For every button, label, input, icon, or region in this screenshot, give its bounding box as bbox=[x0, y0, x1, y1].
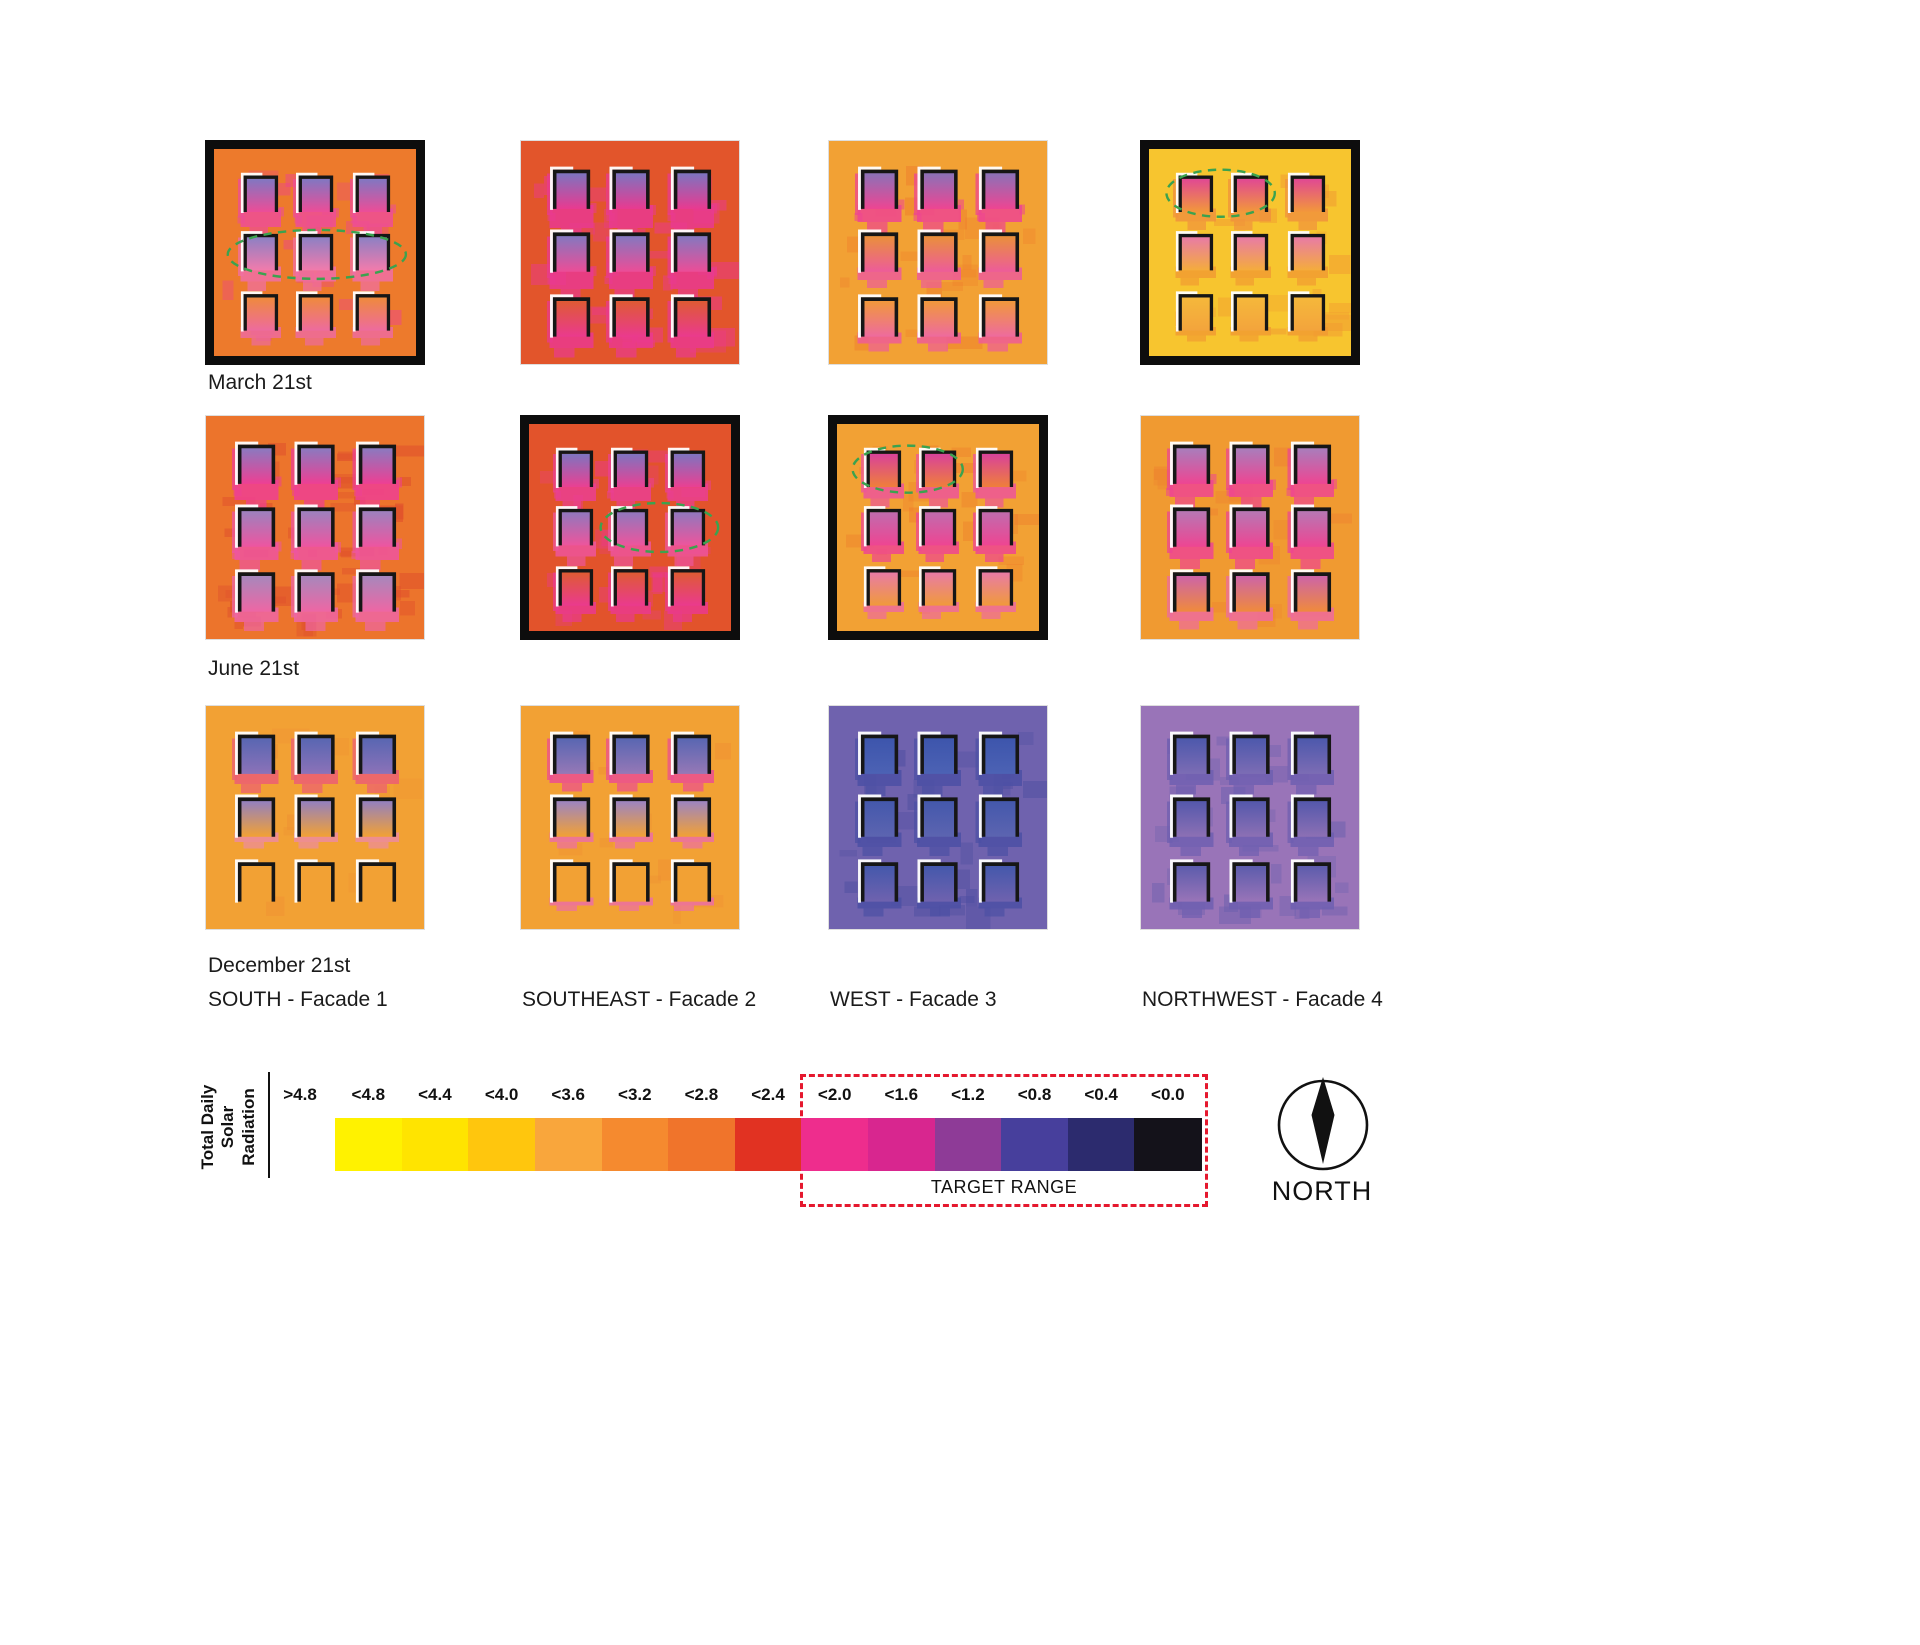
facade-panel-december-west bbox=[828, 705, 1048, 930]
facade-panel-june-southeast bbox=[520, 415, 740, 640]
row-label-june: June 21st bbox=[208, 657, 300, 680]
target-range-label: TARGET RANGE bbox=[930, 1177, 1078, 1197]
column-label-south: SOUTH - Facade 1 bbox=[208, 988, 388, 1011]
facade-panel-march-south bbox=[205, 140, 425, 365]
legend-tick-13: <0.0 bbox=[1151, 1085, 1185, 1104]
north-label: NORTH bbox=[1271, 1176, 1373, 1206]
facade-heatmap-june-west bbox=[837, 424, 1039, 631]
facade-heatmap-december-south bbox=[206, 706, 424, 929]
legend-tick-8: <2.0 bbox=[817, 1085, 852, 1104]
facade-heatmap-december-northwest bbox=[1141, 706, 1359, 929]
facade-heatmap-december-west bbox=[829, 706, 1047, 929]
facade-heatmap-december-southeast bbox=[521, 706, 739, 929]
facade-heatmap-march-northwest bbox=[1149, 149, 1351, 356]
row-label-december: December 21st bbox=[208, 954, 351, 977]
legend-tick-3: <4.0 bbox=[484, 1085, 519, 1104]
facade-panel-march-southeast bbox=[520, 140, 740, 365]
north-arrow-icon bbox=[1311, 1077, 1335, 1164]
facade-panel-march-west bbox=[828, 140, 1048, 365]
legend-tick-1: <4.8 bbox=[351, 1085, 386, 1104]
highlight-ellipse-june-west bbox=[851, 444, 964, 494]
facade-panel-june-west bbox=[828, 415, 1048, 640]
north-compass-graphic bbox=[1277, 1077, 1369, 1171]
legend-color-segment-3 bbox=[534, 1118, 603, 1171]
legend-color-segment-10 bbox=[1001, 1118, 1069, 1171]
legend-color-segment-11 bbox=[1067, 1118, 1135, 1171]
facade-panel-december-southeast bbox=[520, 705, 740, 930]
legend-color-segment-6 bbox=[734, 1118, 802, 1171]
legend-color-segment-4 bbox=[601, 1118, 669, 1171]
legend-tick-12: <0.4 bbox=[1084, 1085, 1118, 1104]
legend-axis-label: Total Daily Solar Radiation bbox=[198, 1062, 258, 1192]
facade-panel-june-northwest bbox=[1140, 415, 1360, 640]
legend-tick-4: <3.6 bbox=[551, 1085, 585, 1104]
legend-tick-11: <0.8 bbox=[1017, 1085, 1052, 1104]
legend-tick-10: <1.2 bbox=[951, 1085, 985, 1104]
legend-tick-5: <3.2 bbox=[618, 1085, 652, 1104]
column-label-west: WEST - Facade 3 bbox=[830, 988, 997, 1011]
facade-heatmap-june-southeast bbox=[529, 424, 731, 631]
legend-color-segment-2 bbox=[468, 1118, 536, 1171]
facade-heatmap-june-south bbox=[206, 416, 424, 639]
column-label-southeast: SOUTHEAST - Facade 2 bbox=[522, 988, 757, 1011]
legend-color-segment-1 bbox=[401, 1118, 469, 1171]
facade-panel-june-south bbox=[205, 415, 425, 640]
legend-color-segment-12 bbox=[1134, 1118, 1202, 1171]
highlight-ellipse-june-southeast bbox=[599, 501, 720, 554]
legend-axis-label-line1: Total Daily bbox=[198, 1084, 217, 1170]
row-label-march: March 21st bbox=[208, 371, 312, 394]
facade-heatmap-june-northwest bbox=[1141, 416, 1359, 639]
legend-tick-9: <1.6 bbox=[884, 1085, 919, 1104]
highlight-ellipse-march-south bbox=[226, 228, 408, 281]
facade-heatmap-march-southeast bbox=[521, 141, 739, 364]
facade-panel-march-northwest bbox=[1140, 140, 1360, 365]
facade-heatmap-march-south bbox=[214, 149, 416, 356]
legend-color-segment-9 bbox=[934, 1118, 1002, 1171]
legend-tick-2: <4.4 bbox=[418, 1085, 452, 1104]
legend-axis-label-line2: Solar bbox=[218, 1105, 238, 1149]
facade-heatmap-march-west bbox=[829, 141, 1047, 364]
facade-panel-december-northwest bbox=[1140, 705, 1360, 930]
legend-axis-separator bbox=[268, 1072, 270, 1178]
legend-tick-7: <2.4 bbox=[751, 1085, 785, 1104]
legend-axis-label-line3: Radiation bbox=[238, 1088, 258, 1166]
legend-color-segment-8 bbox=[868, 1118, 936, 1171]
highlight-ellipse-march-northwest bbox=[1165, 168, 1276, 218]
legend-tick-6: <2.8 bbox=[684, 1085, 719, 1104]
legend-color-segment-0 bbox=[335, 1118, 403, 1171]
facade-panel-december-south bbox=[205, 705, 425, 930]
legend-color-segment-5 bbox=[668, 1118, 736, 1171]
column-label-northwest: NORTHWEST - Facade 4 bbox=[1142, 988, 1383, 1011]
north-compass bbox=[1276, 1074, 1370, 1172]
legend-color-segment-7 bbox=[801, 1118, 869, 1171]
legend-tick-0: >4.8 bbox=[283, 1085, 317, 1104]
